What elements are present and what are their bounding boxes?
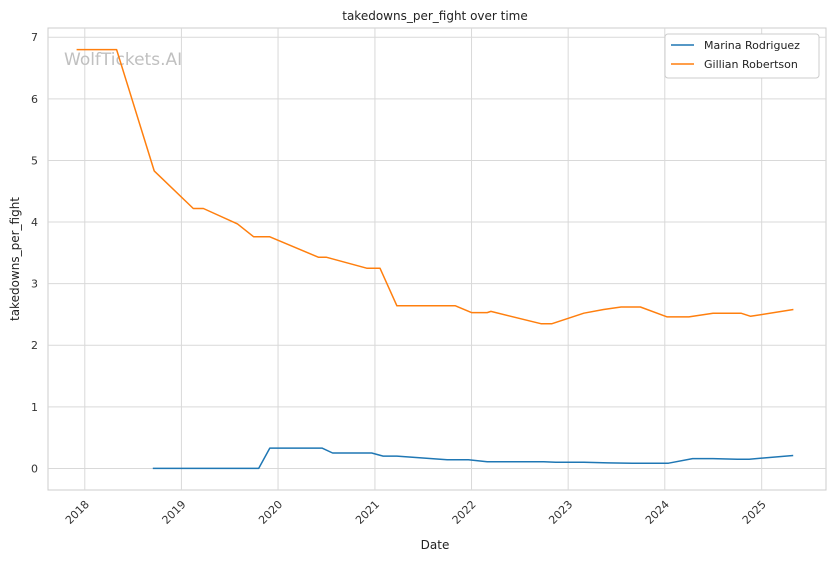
y-tick-label: 1 bbox=[31, 401, 38, 414]
legend: Marina Rodriguez Gillian Robertson bbox=[664, 33, 820, 79]
legend-label-gillian-robertson: Gillian Robertson bbox=[704, 58, 798, 71]
y-tick-label: 4 bbox=[31, 216, 38, 229]
grid-lines bbox=[48, 28, 826, 490]
series-line-gillian-robertson bbox=[76, 48, 794, 325]
legend-box bbox=[664, 33, 820, 79]
x-axis-label: Date bbox=[421, 538, 450, 552]
series-lines bbox=[76, 48, 794, 470]
y-tick-label: 7 bbox=[31, 31, 38, 44]
plot-area bbox=[47, 27, 827, 491]
y-tick-label: 6 bbox=[31, 93, 38, 106]
watermark-text: WolfTickets.AI bbox=[64, 50, 182, 70]
chart-title: takedowns_per_fight over time bbox=[342, 9, 528, 23]
y-axis-label: takedowns_per_fight bbox=[8, 197, 22, 321]
y-tick-label: 3 bbox=[31, 278, 38, 291]
series-line-marina-rodriguez bbox=[152, 447, 794, 470]
y-tick-label: 0 bbox=[31, 462, 38, 475]
legend-label-marina-rodriguez: Marina Rodriguez bbox=[704, 39, 800, 52]
y-tick-label: 5 bbox=[31, 154, 38, 167]
y-tick-label: 2 bbox=[31, 339, 38, 352]
